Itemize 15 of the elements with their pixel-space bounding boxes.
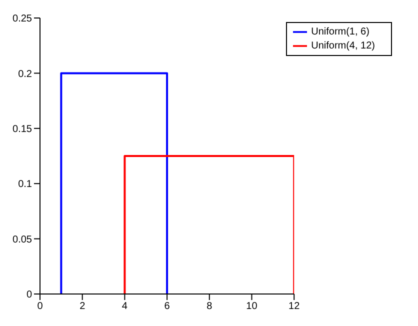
y-tick-label: 0.15 xyxy=(12,124,32,135)
x-tick-label: 6 xyxy=(164,301,170,312)
x-tick-label: 2 xyxy=(80,301,86,312)
x-tick-label: 4 xyxy=(122,301,128,312)
y-tick-label: 0.1 xyxy=(18,179,32,190)
x-tick-label: 0 xyxy=(37,301,44,312)
legend-label: Uniform(1, 6) xyxy=(311,26,370,38)
y-tick-label: 0.05 xyxy=(12,234,32,246)
y-tick-label: 0.2 xyxy=(18,68,32,80)
legend-label: Uniform(4, 12) xyxy=(311,40,375,52)
y-tick-label: 0 xyxy=(26,290,32,301)
y-tick-label: 0.25 xyxy=(12,14,32,25)
x-tick-label: 12 xyxy=(288,301,300,312)
x-tick-label: 8 xyxy=(206,301,213,312)
x-tick-label: 10 xyxy=(246,301,258,312)
